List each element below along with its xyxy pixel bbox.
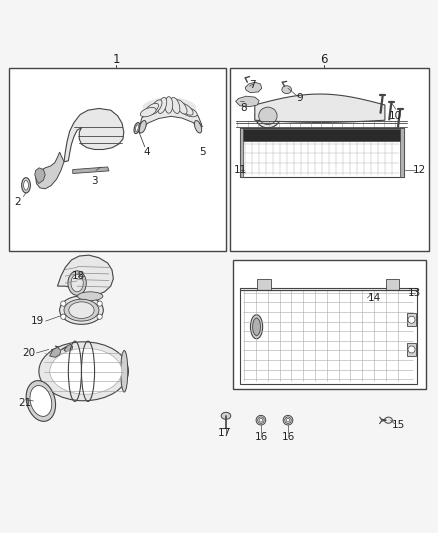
Ellipse shape — [140, 108, 156, 117]
Ellipse shape — [26, 381, 56, 422]
Text: 5: 5 — [200, 147, 206, 157]
Ellipse shape — [134, 123, 140, 134]
Text: 10: 10 — [389, 111, 403, 121]
Text: 15: 15 — [392, 419, 406, 430]
Ellipse shape — [69, 302, 94, 318]
Ellipse shape — [282, 86, 291, 94]
Ellipse shape — [135, 125, 138, 132]
Ellipse shape — [60, 296, 103, 325]
Ellipse shape — [179, 103, 193, 115]
Ellipse shape — [385, 417, 392, 423]
Ellipse shape — [259, 107, 277, 125]
Ellipse shape — [259, 418, 263, 422]
Polygon shape — [35, 152, 64, 189]
Ellipse shape — [283, 415, 293, 425]
Circle shape — [408, 316, 415, 323]
Ellipse shape — [251, 315, 263, 339]
Ellipse shape — [258, 417, 264, 423]
Ellipse shape — [97, 314, 102, 319]
Polygon shape — [49, 348, 61, 357]
Text: 19: 19 — [31, 316, 44, 326]
Polygon shape — [35, 168, 45, 183]
Ellipse shape — [71, 274, 83, 292]
Ellipse shape — [286, 418, 290, 422]
Bar — [258, 279, 271, 290]
Ellipse shape — [253, 318, 261, 335]
Ellipse shape — [145, 103, 159, 115]
Bar — [240, 128, 244, 177]
Ellipse shape — [256, 415, 266, 425]
Ellipse shape — [285, 417, 291, 423]
Ellipse shape — [24, 181, 28, 190]
Polygon shape — [57, 255, 113, 296]
Bar — [240, 288, 417, 384]
Ellipse shape — [151, 100, 162, 114]
Text: 4: 4 — [144, 147, 150, 157]
Ellipse shape — [50, 349, 122, 394]
Ellipse shape — [194, 120, 201, 133]
Text: 11: 11 — [233, 165, 247, 175]
Text: 16: 16 — [281, 432, 295, 442]
Text: 12: 12 — [412, 165, 426, 175]
Ellipse shape — [78, 292, 103, 301]
Polygon shape — [64, 344, 73, 353]
Ellipse shape — [68, 271, 86, 295]
Bar — [407, 313, 416, 326]
Ellipse shape — [97, 301, 102, 306]
Ellipse shape — [221, 413, 231, 419]
Ellipse shape — [139, 120, 146, 133]
Ellipse shape — [171, 98, 180, 114]
Text: 6: 6 — [320, 53, 328, 66]
Ellipse shape — [158, 98, 167, 114]
Text: 21: 21 — [18, 398, 32, 408]
Text: 1: 1 — [113, 53, 120, 66]
Ellipse shape — [21, 177, 30, 193]
Text: 18: 18 — [72, 271, 85, 281]
Text: 16: 16 — [255, 432, 268, 442]
Text: 9: 9 — [297, 93, 303, 103]
Bar — [400, 128, 404, 177]
Text: 14: 14 — [367, 293, 381, 303]
Polygon shape — [73, 167, 109, 174]
Ellipse shape — [61, 314, 66, 319]
Bar — [233, 260, 426, 389]
Bar — [242, 129, 402, 141]
Polygon shape — [255, 94, 385, 123]
Bar — [407, 343, 416, 356]
Ellipse shape — [181, 108, 197, 117]
Bar — [10, 68, 226, 251]
Ellipse shape — [255, 104, 281, 128]
Polygon shape — [245, 82, 262, 93]
Ellipse shape — [30, 385, 52, 416]
Polygon shape — [64, 108, 124, 161]
Text: 17: 17 — [218, 429, 231, 438]
Text: 7: 7 — [249, 80, 256, 90]
Text: 2: 2 — [14, 197, 21, 207]
Bar — [230, 68, 428, 251]
Ellipse shape — [64, 299, 99, 321]
Text: 3: 3 — [91, 176, 98, 187]
Bar — [386, 279, 399, 290]
Bar — [240, 128, 404, 177]
Circle shape — [408, 346, 415, 353]
Polygon shape — [236, 96, 259, 107]
Text: 8: 8 — [240, 103, 247, 114]
Ellipse shape — [61, 301, 66, 306]
Polygon shape — [138, 107, 201, 132]
Ellipse shape — [176, 100, 187, 114]
Ellipse shape — [121, 351, 128, 392]
Ellipse shape — [165, 96, 173, 113]
Text: 13: 13 — [408, 288, 421, 298]
Ellipse shape — [39, 342, 128, 401]
Text: 20: 20 — [22, 348, 35, 358]
